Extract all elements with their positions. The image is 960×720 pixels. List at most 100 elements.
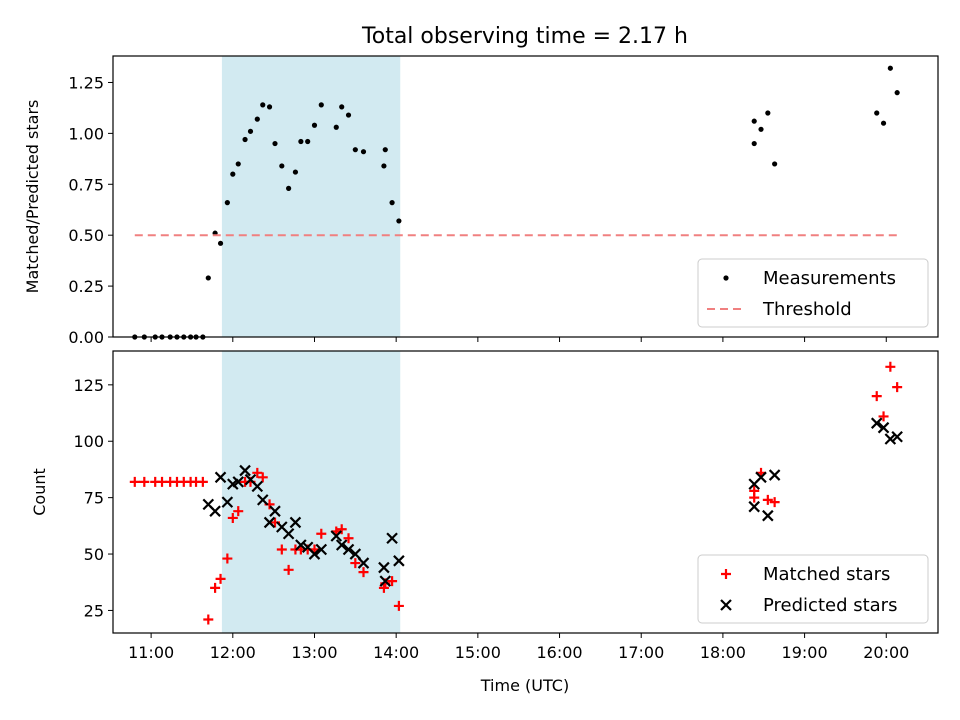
measurements-point — [318, 102, 324, 108]
x-tick-label: 12:00 — [210, 643, 256, 662]
measurements-point — [880, 120, 887, 126]
matched-stars-point — [257, 472, 268, 483]
predicted-stars-point — [748, 500, 760, 513]
measurements-point — [286, 185, 292, 191]
measurements-point — [305, 138, 311, 145]
y-tick-label: 0.00 — [68, 328, 104, 347]
observing-interval-band — [221, 351, 401, 633]
x-tick-label: 13:00 — [291, 643, 337, 662]
matched-stars-point — [749, 492, 760, 503]
legend-measurements-label: Measurements — [763, 268, 896, 289]
matched-stars-point — [343, 533, 354, 544]
predicted-stars-point — [214, 471, 227, 484]
measurements-point — [758, 126, 764, 132]
predicted-stars-point — [768, 469, 781, 481]
legend-predicted-stars-label: Predicted stars — [763, 595, 897, 616]
x-tick-label: 18:00 — [700, 643, 746, 662]
predicted-stars-point — [357, 557, 370, 569]
measurements-point — [389, 200, 395, 206]
measurements-point — [381, 163, 387, 169]
legend: Measurements Threshold — [697, 258, 929, 328]
matched-stars-point — [336, 524, 347, 535]
legend-box — [697, 554, 929, 624]
y-tick-label: 1.00 — [68, 124, 104, 143]
y-tick-label: 0.75 — [68, 175, 104, 194]
measurements-point — [311, 122, 318, 128]
measurements-point — [751, 140, 757, 147]
matched-stars-point — [283, 564, 294, 575]
measurements-point — [887, 65, 893, 71]
predicted-stars-point — [393, 555, 405, 567]
matched-stars-point — [358, 567, 369, 578]
predicted-stars-point — [349, 548, 362, 560]
predicted-stars-point — [239, 464, 251, 477]
y-tick-label: 25 — [84, 601, 104, 620]
matched-stars-point — [378, 582, 389, 593]
predicted-stars-point — [755, 471, 767, 484]
predicted-stars-point — [379, 575, 392, 587]
x-tick-label: 16:00 — [536, 643, 582, 662]
measurements-point — [345, 112, 352, 118]
x-tick-label: 19:00 — [782, 643, 828, 662]
matched-stars-point — [350, 558, 361, 569]
measurements-point — [272, 140, 278, 147]
measurements-point — [772, 161, 778, 167]
x-tick-label: 11:00 — [128, 643, 174, 662]
legend-predicted-stars-marker — [720, 599, 732, 611]
measurements-point — [217, 240, 224, 246]
measurements-point — [224, 200, 230, 206]
predicted-stars-point — [221, 496, 234, 508]
x-tick-label: 17:00 — [618, 643, 664, 662]
y-tick-label: 100 — [73, 432, 104, 451]
axes-frame — [112, 55, 939, 338]
predicted-stars-point — [263, 516, 276, 529]
predicted-stars-point — [891, 430, 903, 443]
top-panel: 0.00 0.25 0.50 0.75 1.00 1.25 Matched/Predicte… — [23, 55, 939, 347]
predicted-stars-point — [342, 543, 355, 556]
measurements-point — [298, 138, 304, 145]
y-tick-label: 1.25 — [68, 73, 104, 92]
predicted-stars-point — [386, 532, 398, 545]
measurements-point — [382, 147, 388, 153]
x-tick-label: 15:00 — [455, 643, 501, 662]
measurements-point — [894, 90, 900, 96]
legend-matched-stars-marker — [721, 569, 731, 579]
measurements-point — [874, 110, 880, 116]
predicted-stars-point — [308, 548, 321, 560]
predicted-stars-point — [295, 539, 307, 551]
measurements-point — [205, 275, 211, 281]
predicted-stars-point — [870, 417, 883, 429]
y-tick-label: 0.50 — [68, 226, 104, 245]
predicted-stars-point — [209, 505, 221, 517]
x-tick-label: 20:00 — [863, 643, 909, 662]
measurements-point — [360, 149, 367, 155]
measurements-point — [230, 171, 236, 177]
matched-stars-point — [233, 506, 244, 517]
matched-stars-point — [139, 476, 150, 487]
matched-stars-point — [387, 576, 398, 587]
measurements-point — [333, 124, 339, 130]
measurements-point — [266, 104, 273, 110]
y-tick-label: 50 — [84, 545, 104, 564]
predicted-stars-point — [232, 476, 245, 488]
measurements-point — [352, 147, 358, 153]
legend-matched-stars-label: Matched stars — [763, 564, 890, 585]
predicted-stars-point — [762, 509, 774, 522]
measurements-point — [247, 128, 254, 134]
measurements-point — [235, 161, 241, 167]
matched-stars-point — [215, 573, 226, 584]
predicted-stars-point — [315, 543, 328, 556]
matched-stars-point — [276, 544, 287, 555]
matched-stars-point — [393, 600, 404, 611]
y-axis-label: Count — [30, 468, 49, 516]
axes-frame — [112, 350, 939, 634]
matched-stars-point — [885, 361, 896, 372]
x-axis-label: Time (UTC) — [480, 676, 569, 695]
predicted-stars-point — [289, 516, 302, 529]
predicted-stars-point — [884, 433, 897, 445]
legend-box — [697, 258, 929, 328]
predicted-stars-point — [282, 527, 295, 540]
matched-stars-point — [129, 476, 140, 487]
y-tick-label: 125 — [73, 376, 104, 395]
